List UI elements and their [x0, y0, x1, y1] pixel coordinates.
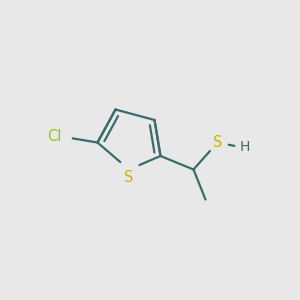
Text: Cl: Cl [47, 129, 62, 144]
Text: S: S [213, 135, 222, 150]
Text: S: S [124, 169, 134, 184]
Text: H: H [240, 140, 250, 154]
